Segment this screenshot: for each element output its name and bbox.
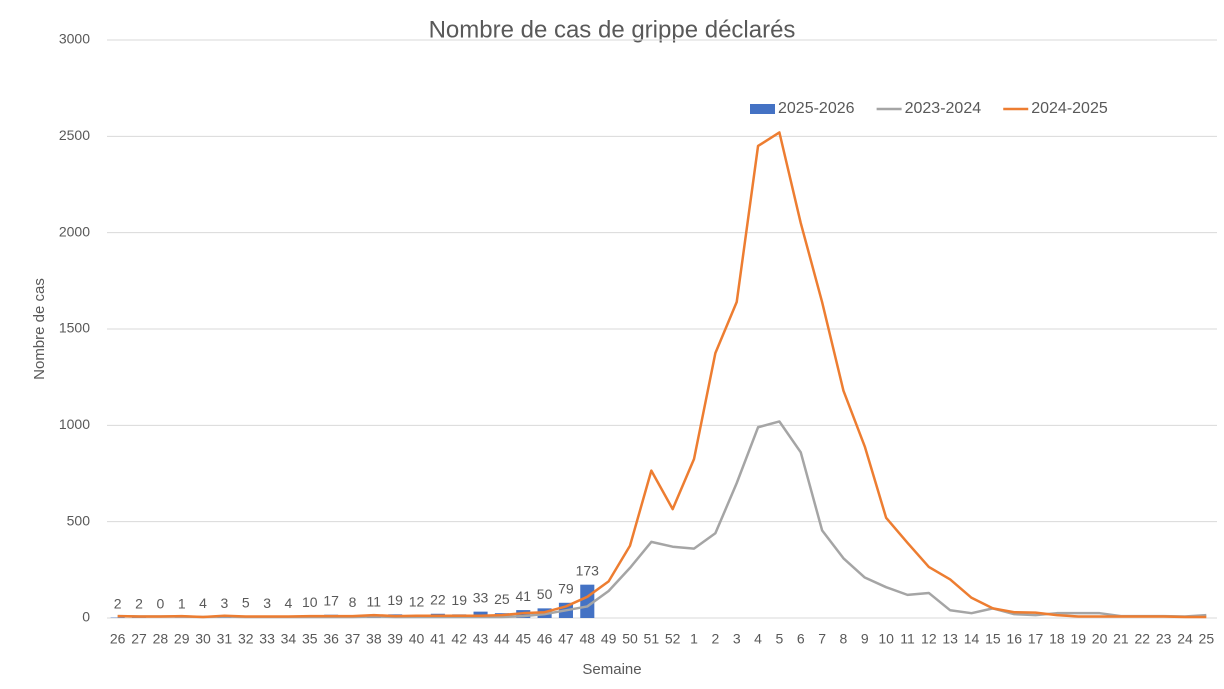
- x-tick-label: 27: [131, 631, 147, 647]
- data-label: 10: [302, 594, 318, 610]
- x-tick-label: 11: [900, 631, 915, 647]
- x-tick-label: 47: [558, 631, 574, 647]
- y-tick-label: 1000: [59, 416, 90, 432]
- x-axis-label: Semaine: [582, 661, 641, 678]
- x-tick-label: 43: [473, 631, 489, 647]
- bar: [580, 584, 595, 618]
- x-tick-label: 50: [622, 631, 638, 647]
- line-series: [117, 420, 1207, 619]
- x-tick-label: 19: [1070, 631, 1086, 647]
- data-label: 79: [558, 580, 574, 596]
- x-tick-label: 10: [878, 631, 894, 647]
- x-tick-label: 13: [942, 631, 958, 647]
- x-tick-label: 1: [690, 631, 698, 647]
- x-tick-label: 49: [601, 631, 617, 647]
- data-label: 1: [178, 596, 186, 612]
- data-label: 33: [473, 589, 489, 605]
- legend-label: 2024-2025: [1031, 100, 1108, 117]
- bar: [217, 617, 232, 618]
- chart-title: Nombre de cas de grippe déclarés: [429, 16, 796, 43]
- x-tick-label: 15: [985, 631, 1001, 647]
- x-tick-label: 9: [861, 631, 869, 647]
- y-tick-label: 2500: [59, 127, 90, 143]
- x-tick-label: 20: [1092, 631, 1108, 647]
- x-tick-label: 44: [494, 631, 510, 647]
- y-tick-label: 2000: [59, 223, 90, 239]
- data-label: 41: [515, 588, 531, 604]
- x-tick-label: 14: [964, 631, 980, 647]
- x-tick-label: 7: [818, 631, 826, 647]
- line-series: [117, 131, 1207, 619]
- x-tick-label: 26: [110, 631, 126, 647]
- data-label: 3: [263, 595, 271, 611]
- x-tick-label: 30: [195, 631, 211, 647]
- x-tick-label: 48: [579, 631, 595, 647]
- x-tick-label: 52: [665, 631, 681, 647]
- data-label: 17: [323, 592, 339, 608]
- x-tick-label: 46: [537, 631, 553, 647]
- data-label: 4: [285, 595, 293, 611]
- x-tick-label: 21: [1113, 631, 1129, 647]
- x-tick-label: 18: [1049, 631, 1065, 647]
- data-label: 22: [430, 591, 446, 607]
- legend-label: 2025-2026: [778, 100, 855, 117]
- data-label: 3: [221, 595, 229, 611]
- y-tick-label: 0: [82, 609, 90, 625]
- data-label: 25: [494, 591, 510, 607]
- data-label: 2: [135, 595, 143, 611]
- data-label: 0: [156, 596, 164, 612]
- y-axis-label: Nombre de cas: [31, 278, 48, 380]
- x-tick-label: 45: [515, 631, 531, 647]
- x-tick-label: 22: [1134, 631, 1150, 647]
- data-label: 4: [199, 595, 207, 611]
- x-tick-label: 16: [1006, 631, 1022, 647]
- x-tick-label: 2: [711, 631, 719, 647]
- x-tick-label: 6: [797, 631, 805, 647]
- x-tick-label: 3: [733, 631, 741, 647]
- x-tick-label: 36: [323, 631, 339, 647]
- x-tick-label: 35: [302, 631, 318, 647]
- y-tick-label: 3000: [59, 31, 90, 47]
- x-tick-label: 12: [921, 631, 937, 647]
- x-tick-label: 23: [1156, 631, 1172, 647]
- y-tick-label: 1500: [59, 320, 90, 336]
- data-label: 173: [576, 562, 600, 578]
- data-label: 5: [242, 595, 250, 611]
- data-label: 11: [367, 594, 382, 610]
- x-tick-label: 37: [345, 631, 361, 647]
- x-tick-label: 33: [259, 631, 275, 647]
- data-label: 2: [114, 595, 122, 611]
- data-label: 19: [387, 592, 403, 608]
- y-tick-label: 500: [67, 512, 91, 528]
- x-tick-label: 17: [1028, 631, 1044, 647]
- x-tick-label: 5: [776, 631, 784, 647]
- legend-label: 2023-2024: [905, 100, 982, 117]
- x-tick-label: 34: [281, 631, 297, 647]
- x-tick-label: 29: [174, 631, 190, 647]
- x-tick-label: 28: [153, 631, 169, 647]
- x-tick-label: 51: [644, 631, 660, 647]
- x-tick-label: 41: [430, 631, 446, 647]
- x-tick-label: 39: [387, 631, 403, 647]
- x-tick-label: 42: [451, 631, 467, 647]
- x-tick-label: 24: [1177, 631, 1193, 647]
- data-label: 8: [349, 594, 357, 610]
- x-tick-label: 40: [409, 631, 425, 647]
- x-tick-label: 31: [217, 631, 233, 647]
- legend-swatch: [750, 104, 775, 114]
- x-tick-label: 8: [840, 631, 848, 647]
- x-tick-label: 38: [366, 631, 382, 647]
- data-label: 50: [537, 586, 553, 602]
- x-tick-label: 32: [238, 631, 254, 647]
- x-tick-label: 25: [1199, 631, 1215, 647]
- data-label: 12: [409, 593, 425, 609]
- x-tick-label: 4: [754, 631, 762, 647]
- data-label: 19: [451, 592, 467, 608]
